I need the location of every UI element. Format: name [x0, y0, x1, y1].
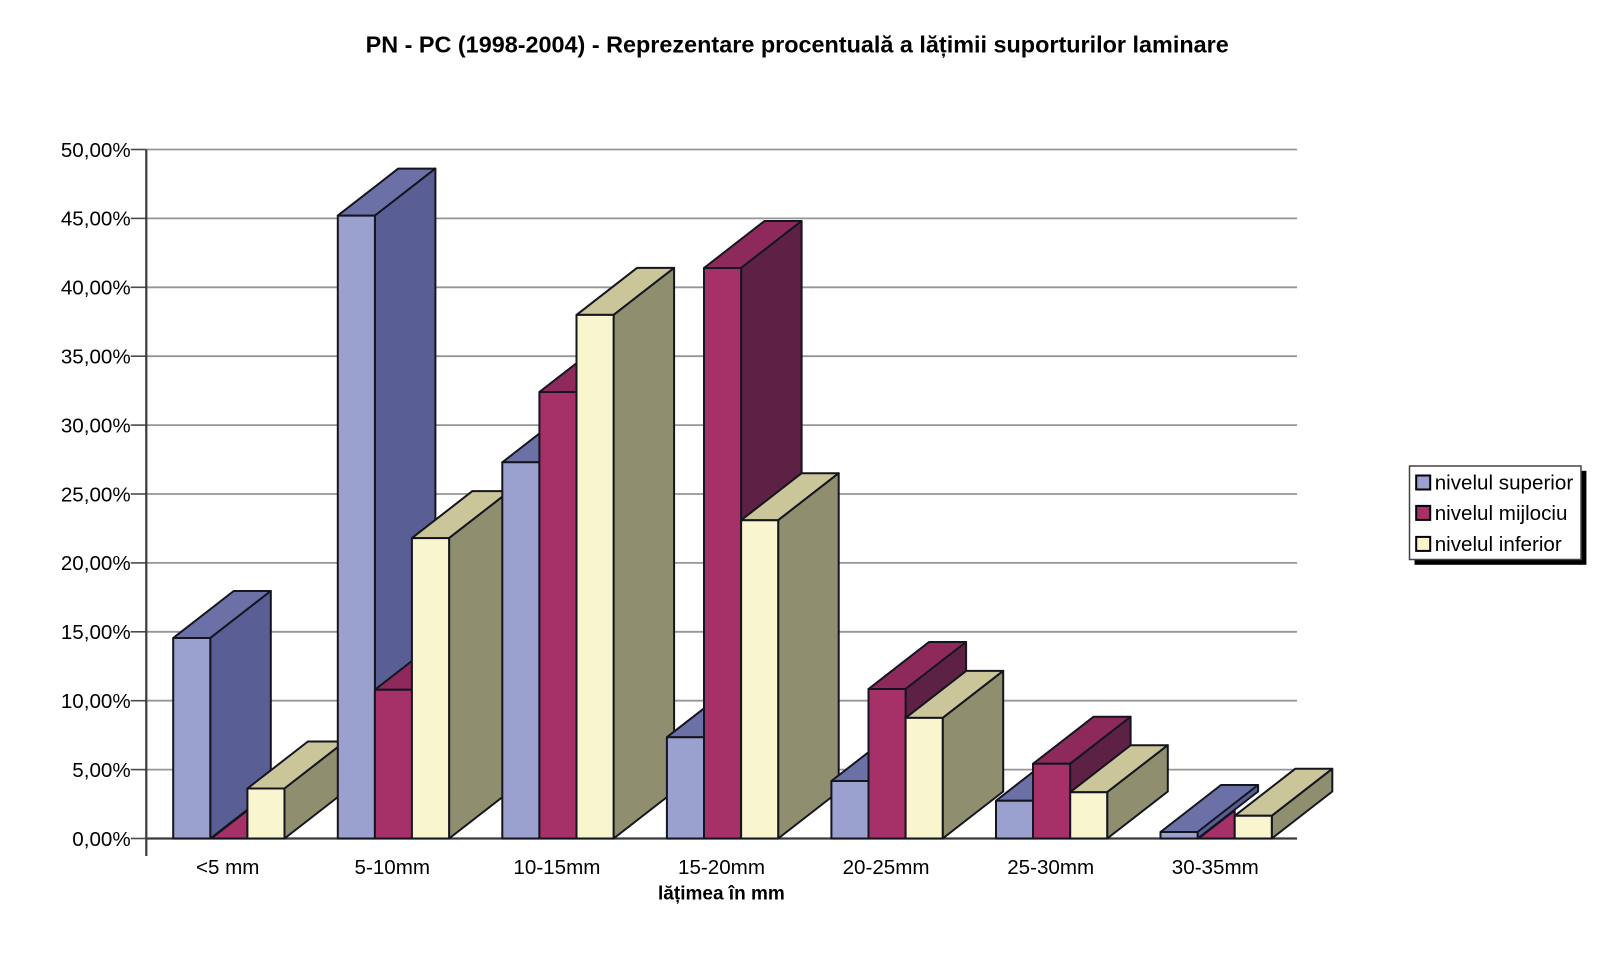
svg-text:lățimea în mm: lățimea în mm	[658, 884, 785, 905]
svg-text:10,00%: 10,00%	[61, 690, 131, 713]
svg-text:20-25mm: 20-25mm	[843, 856, 930, 879]
svg-text:nivelul inferior: nivelul inferior	[1435, 533, 1562, 556]
svg-text:15-20mm: 15-20mm	[678, 856, 765, 879]
svg-text:15,00%: 15,00%	[61, 621, 131, 644]
svg-text:25,00%: 25,00%	[61, 483, 131, 506]
svg-text:45,00%: 45,00%	[61, 208, 131, 231]
svg-text:nivelul mijlociu: nivelul mijlociu	[1435, 502, 1568, 525]
svg-text:30-35mm: 30-35mm	[1172, 856, 1259, 879]
svg-text:5-10mm: 5-10mm	[355, 856, 431, 879]
svg-text:5,00%: 5,00%	[72, 759, 130, 782]
svg-text:20,00%: 20,00%	[61, 552, 131, 575]
svg-text:25-30mm: 25-30mm	[1007, 856, 1094, 879]
svg-text:<5 mm: <5 mm	[196, 856, 260, 879]
svg-text:35,00%: 35,00%	[61, 346, 131, 369]
svg-text:PN - PC (1998-2004) - Reprezen: PN - PC (1998-2004) - Reprezentare proce…	[366, 32, 1229, 59]
svg-text:0,00%: 0,00%	[72, 828, 130, 851]
svg-text:50,00%: 50,00%	[61, 139, 131, 162]
svg-text:nivelul superior: nivelul superior	[1435, 472, 1574, 495]
svg-text:10-15mm: 10-15mm	[513, 856, 600, 879]
svg-text:30,00%: 30,00%	[61, 414, 131, 437]
svg-text:40,00%: 40,00%	[61, 277, 131, 300]
